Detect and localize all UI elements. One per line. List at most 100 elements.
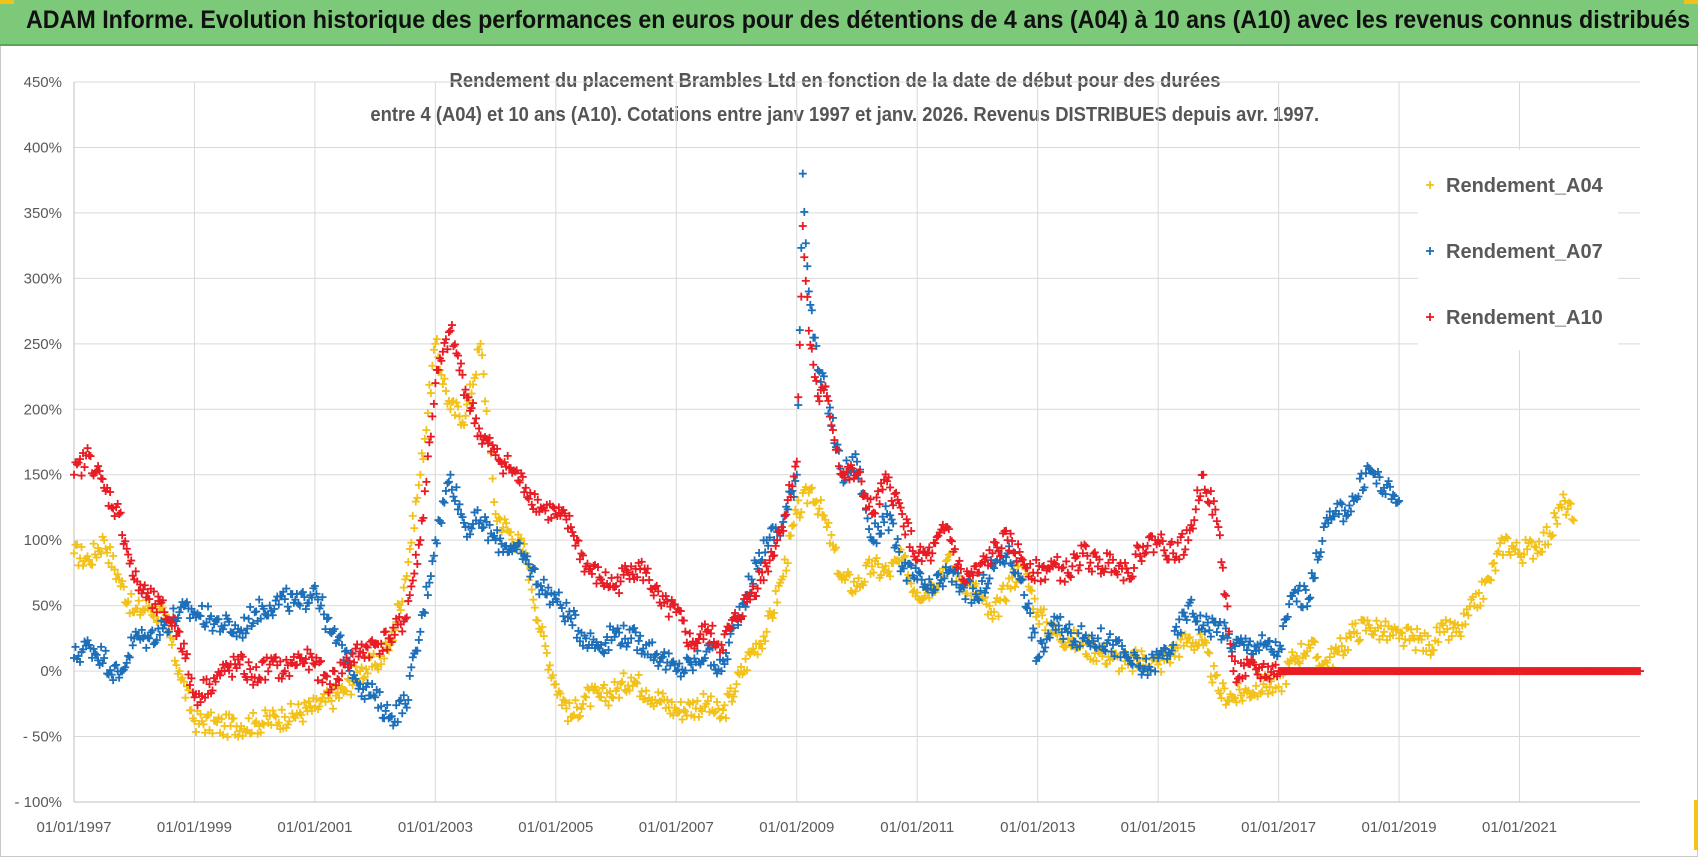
x-tick-label: 01/01/2005 [518, 819, 593, 836]
data-point [1486, 576, 1495, 585]
data-point [1176, 635, 1185, 644]
data-point [402, 572, 411, 581]
data-point [295, 601, 304, 610]
data-point [725, 638, 734, 647]
data-point [1381, 617, 1390, 626]
data-point [1395, 634, 1404, 643]
data-point [1405, 636, 1414, 645]
data-point [1563, 504, 1572, 513]
data-point [298, 588, 307, 597]
data-point [1399, 641, 1408, 650]
data-point [1547, 532, 1556, 541]
y-tick-label: 50% [32, 598, 62, 615]
data-point [1551, 513, 1560, 522]
data-point [753, 650, 762, 659]
data-point [94, 656, 103, 665]
data-point [1413, 624, 1422, 633]
data-point [1102, 659, 1111, 668]
data-point [601, 568, 610, 577]
data-point [728, 697, 737, 706]
data-point [175, 667, 184, 676]
y-tick-label: 300% [24, 270, 62, 287]
data-point [155, 630, 164, 639]
data-point [840, 575, 849, 584]
data-point [1039, 647, 1048, 656]
data-point [1218, 679, 1227, 688]
data-point [1459, 609, 1468, 618]
data-point [304, 665, 313, 674]
data-point [661, 665, 670, 674]
data-point [1212, 670, 1221, 679]
data-point [348, 681, 357, 690]
data-point [452, 398, 461, 407]
data-point [694, 712, 703, 721]
data-point [898, 510, 907, 518]
data-point [1208, 678, 1217, 687]
data-point [1071, 554, 1080, 563]
data-point [645, 575, 654, 584]
data-point [420, 487, 429, 496]
data-point [310, 582, 319, 590]
data-point [137, 625, 146, 634]
data-point [268, 706, 277, 715]
data-point [794, 401, 803, 410]
data-point [1143, 541, 1152, 550]
data-point [1401, 635, 1410, 644]
data-point [125, 653, 134, 662]
data-point [658, 689, 667, 698]
data-point [291, 595, 300, 604]
data-point [577, 704, 586, 713]
data-point [440, 498, 449, 507]
data-point [115, 673, 124, 682]
data-point [297, 710, 306, 719]
data-point [1000, 595, 1009, 604]
data-point [446, 470, 455, 479]
data-point [127, 589, 136, 598]
data-point [884, 567, 893, 576]
data-point [351, 674, 360, 683]
data-point [73, 540, 82, 549]
data-point [204, 602, 213, 611]
data-point [469, 380, 478, 389]
data-point [926, 556, 935, 565]
data-point [804, 326, 813, 335]
data-point [759, 632, 768, 641]
x-tick-label: 01/01/1997 [36, 819, 111, 836]
data-point [191, 727, 200, 736]
data-point [565, 699, 574, 708]
data-point [899, 553, 908, 562]
data-point [845, 570, 854, 579]
data-point [562, 704, 571, 713]
y-tick-label: 350% [24, 205, 62, 222]
data-point [1122, 564, 1131, 573]
data-point [88, 653, 97, 662]
data-point [1214, 523, 1223, 532]
data-point [1011, 582, 1020, 591]
data-point [307, 593, 316, 602]
data-point [806, 340, 815, 349]
data-point [282, 584, 291, 593]
data-point [368, 680, 377, 689]
data-point [568, 712, 577, 721]
data-point [743, 666, 752, 675]
data-point [812, 376, 821, 385]
data-point [461, 411, 470, 420]
data-point [1137, 647, 1146, 656]
data-point [357, 663, 366, 672]
data-point [178, 673, 187, 682]
data-point [119, 582, 128, 591]
data-point [443, 479, 452, 488]
data-point [380, 654, 389, 663]
data-point [1310, 637, 1319, 646]
y-tick-label: 200% [24, 401, 62, 418]
data-point [315, 702, 324, 711]
data-point [971, 579, 980, 588]
legend-label: Rendement_A04 [1446, 175, 1604, 197]
data-point [499, 523, 508, 532]
data-point [1238, 696, 1247, 705]
data-point [500, 515, 509, 524]
data-point [407, 582, 416, 591]
data-point [1532, 543, 1541, 552]
data-point [247, 728, 256, 737]
data-point [720, 701, 729, 710]
